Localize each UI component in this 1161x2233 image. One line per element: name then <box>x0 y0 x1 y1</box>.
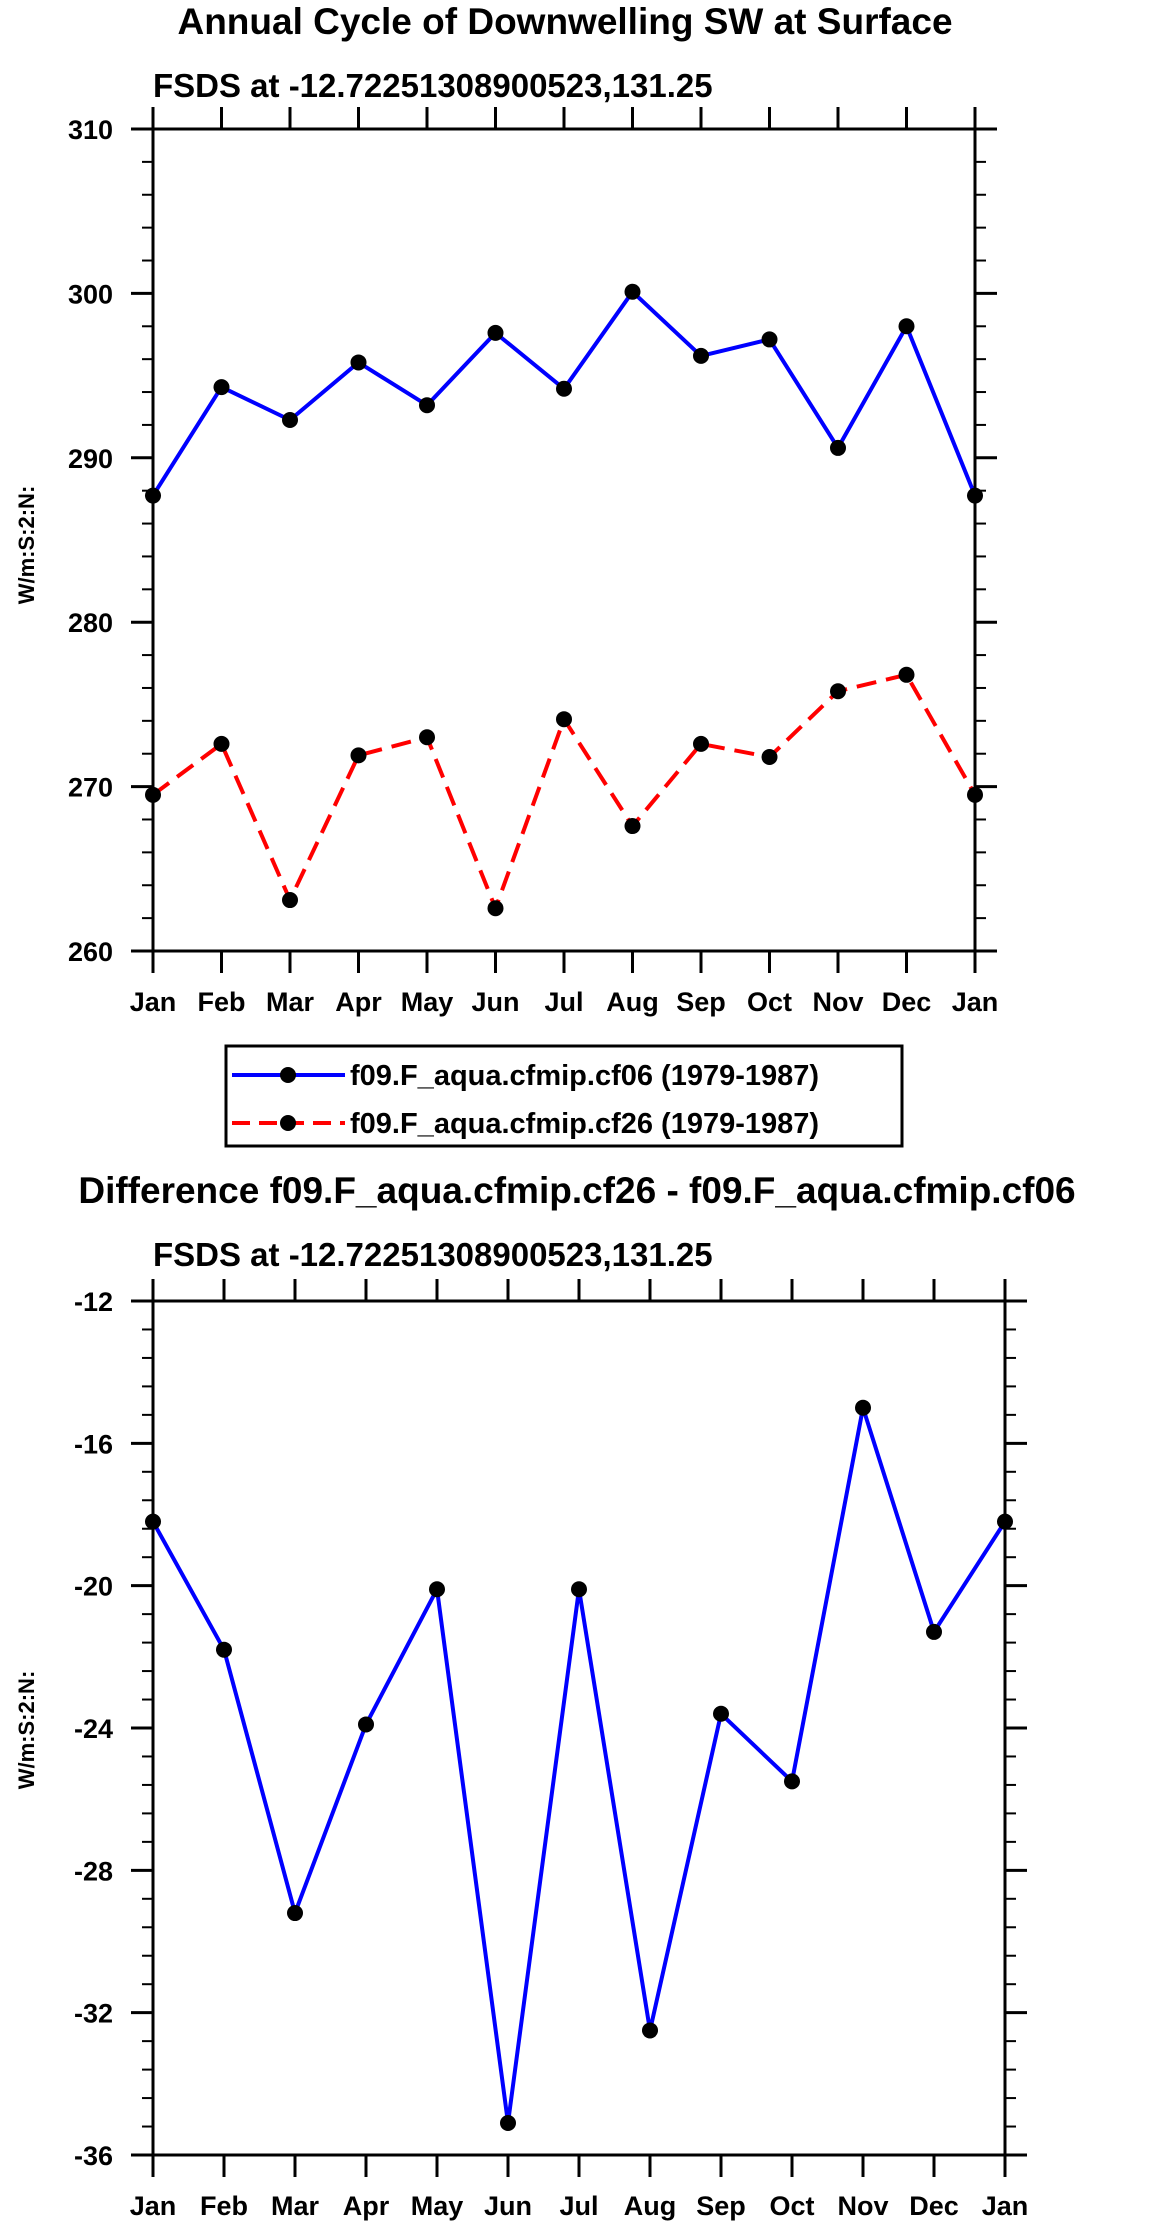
data-point <box>145 487 161 504</box>
y-tick-label: -36 <box>74 2141 113 2171</box>
y-tick-label: 280 <box>68 608 113 638</box>
data-point <box>642 2022 658 2039</box>
y-tick-label: -20 <box>74 1572 113 1602</box>
data-point <box>967 786 983 803</box>
annual-cycle-panel: Annual Cycle of Downwelling SW at Surfac… <box>14 1 998 1017</box>
x-tick-label: Aug <box>606 987 658 1017</box>
x-tick-label: May <box>401 987 454 1017</box>
data-point <box>500 2114 516 2131</box>
y-tick-label: 290 <box>68 444 113 474</box>
data-point <box>624 818 641 835</box>
data-point <box>693 347 709 364</box>
data-point <box>358 1716 374 1733</box>
y-axis-label: W/m:S:2:N: <box>14 486 39 605</box>
data-point <box>145 1513 161 1530</box>
y-tick-label: 270 <box>68 773 113 803</box>
legend-label-cf06: f09.F_aqua.cfmip.cf06 (1979-1987) <box>350 1060 819 1092</box>
data-point <box>282 411 298 428</box>
data-point <box>419 729 435 746</box>
data-point <box>556 380 572 397</box>
x-tick-label: Dec <box>882 987 932 1017</box>
data-point <box>350 354 367 371</box>
y-axis-label: W/m:S:2:N: <box>14 1671 39 1790</box>
y-tick-label: -28 <box>74 1856 113 1886</box>
data-point <box>556 711 572 728</box>
data-point <box>784 1773 800 1790</box>
data-point <box>213 735 230 752</box>
y-tick-label: -24 <box>74 1714 113 1744</box>
x-tick-label: Jun <box>484 2191 532 2221</box>
data-point <box>830 683 846 700</box>
data-point <box>693 735 709 752</box>
x-tick-label: Jan <box>130 987 177 1017</box>
x-tick-label: Oct <box>769 2191 814 2221</box>
y-tick-label: 300 <box>68 279 113 309</box>
data-point <box>216 1641 232 1658</box>
x-tick-label: Sep <box>696 2191 746 2221</box>
x-tick-label: Jan <box>952 987 999 1017</box>
legend: f09.F_aqua.cfmip.cf06 (1979-1987) f09.F_… <box>224 1044 904 1148</box>
data-point <box>487 324 504 341</box>
data-point <box>487 900 504 917</box>
plot-frame <box>151 1299 1007 2157</box>
data-point <box>282 892 298 909</box>
series-line-0 <box>151 1405 1007 2125</box>
data-point <box>898 318 915 335</box>
x-tick-label: Apr <box>335 987 382 1017</box>
legend-box <box>224 1044 904 1148</box>
plot-area: -36 -32 -28 -24 -20 -16 -12 Jan Feb Mar Apr May Jun J… <box>74 1279 1028 2221</box>
data-point <box>926 1623 942 1640</box>
x-tick-label: Feb <box>197 987 245 1017</box>
x-tick-label: Mar <box>266 987 315 1017</box>
plot-frame <box>151 127 977 953</box>
x-tick-label: Apr <box>343 2191 390 2221</box>
chart-subtitle: FSDS at -12.72251308900523,131.25 <box>153 1236 713 1273</box>
y-tick-label: -12 <box>74 1287 113 1317</box>
chart-subtitle: FSDS at -12.72251308900523,131.25 <box>153 67 713 104</box>
data-point <box>429 1581 445 1598</box>
x-tick-label: Oct <box>747 987 792 1017</box>
x-tick-label: Jan <box>982 2191 1029 2221</box>
plot-area: 260 270 280 290 300 310 Jan Feb Mar Apr May Jun Jul A… <box>68 107 998 1017</box>
data-point <box>761 331 778 348</box>
data-point <box>145 786 161 803</box>
data-point <box>571 1581 587 1598</box>
data-point <box>761 749 778 766</box>
x-tick-label: Sep <box>676 987 726 1017</box>
legend-marker-cf26 <box>280 1115 296 1131</box>
x-tick-label: Jun <box>471 987 519 1017</box>
data-point <box>287 1905 303 1922</box>
data-point <box>213 379 230 396</box>
legend-label-cf26: f09.F_aqua.cfmip.cf26 (1979-1987) <box>350 1108 819 1140</box>
series-line-1 <box>151 672 977 911</box>
x-tick-label: Jul <box>559 2191 598 2221</box>
chart-title: Difference f09.F_aqua.cfmip.cf26 - f09.F… <box>78 1170 1075 1211</box>
difference-panel: Difference f09.F_aqua.cfmip.cf26 - f09.F… <box>14 1170 1076 2221</box>
data-point <box>713 1705 729 1722</box>
x-tick-label: Dec <box>909 2191 959 2221</box>
data-point <box>967 487 983 504</box>
data-point <box>830 439 846 456</box>
data-point <box>624 283 641 300</box>
y-tick-label: -16 <box>74 1429 113 1459</box>
data-point <box>898 666 915 683</box>
data-point <box>855 1399 871 1416</box>
y-tick-label: 260 <box>68 937 113 967</box>
legend-marker-cf06 <box>280 1067 296 1083</box>
x-tick-label: Jul <box>544 987 583 1017</box>
data-point <box>997 1513 1013 1530</box>
data-point <box>350 747 367 764</box>
data-point <box>419 397 435 414</box>
y-tick-label: -32 <box>74 1999 113 2029</box>
y-tick-label: 310 <box>68 115 113 145</box>
x-tick-label: May <box>411 2191 464 2221</box>
x-tick-label: Jan <box>130 2191 177 2221</box>
x-tick-label: Feb <box>200 2191 248 2221</box>
x-tick-label: Nov <box>812 987 863 1017</box>
x-tick-label: Nov <box>837 2191 888 2221</box>
chart-title: Annual Cycle of Downwelling SW at Surfac… <box>177 1 952 42</box>
x-tick-label: Aug <box>624 2191 676 2221</box>
x-tick-label: Mar <box>271 2191 320 2221</box>
